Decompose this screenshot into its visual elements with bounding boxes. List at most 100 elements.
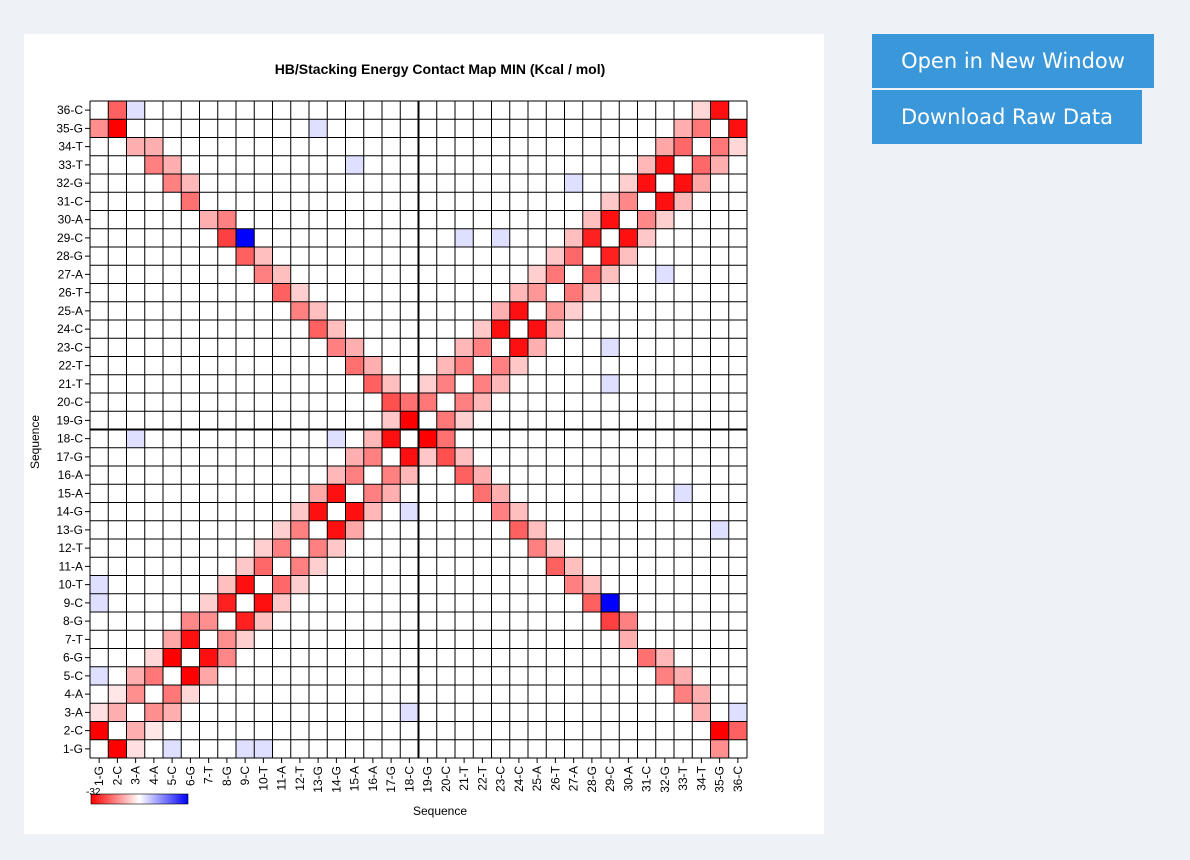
heatmap-cell [692,703,711,722]
heatmap-cell [90,703,109,722]
heatmap-cell [728,119,747,138]
heatmap-cell [272,520,291,539]
heatmap-cell [710,137,729,156]
heatmap-cell [728,703,747,722]
heatmap-cell [272,575,291,594]
x-tick-label: 11-A [275,766,289,790]
heatmap-cell [90,119,109,138]
x-tick-label: 14-G [329,766,343,793]
heatmap-cell [309,119,328,138]
heatmap-cell [327,429,346,448]
x-tick-label: 35-G [713,766,727,793]
x-tick-label: 22-T [475,765,489,790]
heatmap-cell [254,265,273,284]
heatmap-cell [181,666,200,685]
heatmap-cell [546,247,565,266]
heatmap-cell [345,338,364,357]
heatmap-cell [564,174,583,193]
heatmap-cell [601,192,620,211]
heatmap-cell [528,265,547,284]
heatmap-cell [509,356,528,375]
heatmap-cell [126,137,145,156]
y-tick-label: 23-C [57,340,83,354]
heatmap-cell [528,539,547,558]
heatmap-cell [491,320,510,339]
heatmap-cell [236,739,255,758]
heatmap-cell [674,119,693,138]
heatmap-cell [528,338,547,357]
heatmap-cell [108,685,127,704]
y-tick-label: 32-G [56,176,83,190]
x-tick-label: 34-T [694,765,708,790]
heatmap-cell [236,612,255,631]
heatmap-cell [728,137,747,156]
heatmap-cell [710,721,729,740]
heatmap-cell [436,356,455,375]
heatmap-cell [546,301,565,320]
heatmap-cell [236,247,255,266]
heatmap-cell [199,612,218,631]
y-tick-label: 6-G [63,651,83,665]
heatmap-cell [400,502,419,521]
heatmap-cell [491,301,510,320]
y-tick-label: 21-T [58,377,83,391]
download-raw-data-button[interactable]: Download Raw Data [872,90,1142,144]
heatmap-cell [163,685,182,704]
heatmap-cell [108,119,127,138]
heatmap-cell [363,374,382,393]
y-tick-label: 5-C [64,669,84,683]
heatmap-cell [710,155,729,174]
heatmap-cell [400,466,419,485]
heatmap-cell [491,374,510,393]
heatmap-cell [619,192,638,211]
y-tick-label: 36-C [57,103,83,117]
y-axis-label: Sequence [28,415,42,469]
heatmap-cell [655,265,674,284]
heatmap-cell [473,338,492,357]
heatmap-cell [382,484,401,503]
heatmap-cell [217,210,236,229]
y-tick-label: 14-G [56,505,83,519]
x-tick-label: 33-T [676,765,690,790]
heatmap-cell [126,429,145,448]
heatmap-cell [692,155,711,174]
heatmap-cell [236,630,255,649]
y-tick-label: 35-G [56,121,83,135]
colorbar-legend: -32 [86,787,189,805]
heatmap-cell [674,484,693,503]
heatmap-cell [491,228,510,247]
heatmap-cell [619,228,638,247]
heatmap-cell [181,174,200,193]
heatmap-cell [290,283,309,302]
contact-map-chart: HB/Stacking Energy Contact Map MIN (Kcal… [28,61,748,818]
heatmap-cell [601,210,620,229]
heatmap-cell [418,393,437,412]
heatmap-cell [692,101,711,120]
x-tick-label: 20-C [439,766,453,792]
heatmap-cell [217,575,236,594]
heatmap-cell [144,155,163,174]
heatmap-cell [217,228,236,247]
heatmap-cell [144,721,163,740]
x-tick-label: 31-C [640,766,654,792]
heatmap-cell [473,466,492,485]
heatmap-cell [309,320,328,339]
heatmap-cell [400,411,419,430]
heatmap-cell [108,703,127,722]
heatmap-cell [473,393,492,412]
x-tick-label: 5-C [165,766,179,786]
heatmap-cell [126,721,145,740]
heatmap-cell [436,411,455,430]
y-tick-label: 2-C [64,724,84,738]
heatmap-cell [674,174,693,193]
heatmap-cell [254,593,273,612]
heatmap-cell [290,575,309,594]
x-tick-label: 29-C [603,766,617,792]
heatmap-cell [637,648,656,667]
heatmap-cell [327,338,346,357]
y-tick-label: 18-C [57,432,83,446]
heatmap-cell [564,301,583,320]
open-in-new-window-button[interactable]: Open in New Window [872,34,1154,88]
x-tick-label: 1-G [92,766,106,786]
heatmap-cell [363,484,382,503]
